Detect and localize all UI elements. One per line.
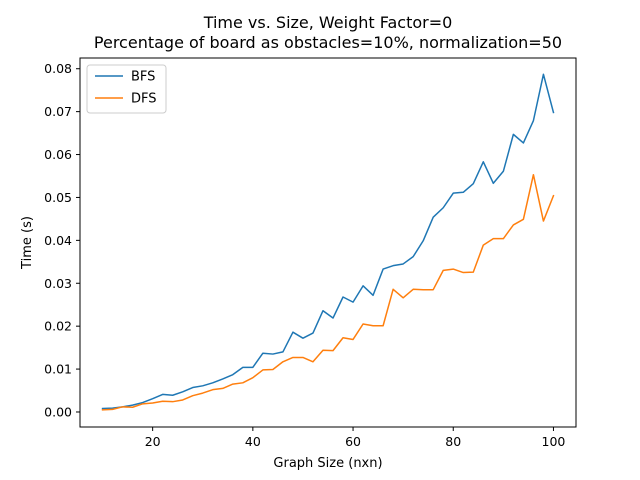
plot-frame	[79, 57, 577, 428]
x-tick-label: 80	[445, 434, 461, 449]
x-axis-ticks: 20 40 60 80 100	[145, 427, 566, 449]
y-tick-label: 0.01	[44, 362, 72, 377]
legend-label-dfs: DFS	[131, 92, 157, 107]
y-tick-label: 0.02	[44, 319, 72, 334]
x-tick-label: 60	[345, 434, 361, 449]
x-axis-label: Graph Size (nxn)	[273, 456, 382, 471]
y-tick-label: 0.03	[44, 276, 72, 291]
y-tick-label: 0.07	[44, 104, 72, 119]
series-line-dfs	[101, 173, 555, 411]
y-tick-label: 0.04	[44, 233, 72, 248]
chart-title: Time vs. Size, Weight Factor=0	[203, 13, 453, 32]
y-tick-label: 0.00	[44, 404, 72, 419]
y-tick-label: 0.05	[44, 190, 72, 205]
y-axis-label: Time (s)	[20, 216, 35, 270]
chart-subtitle: Percentage of board as obstacles=10%, no…	[94, 33, 562, 52]
series-layer	[101, 73, 555, 411]
legend-box	[86, 64, 167, 114]
legend-label-bfs: BFS	[131, 70, 155, 85]
x-tick-label: 100	[542, 434, 566, 449]
y-axis-ticks: 0.00 0.01 0.02 0.03 0.04 0.05 0.06 0.07 0.08	[44, 61, 80, 419]
x-tick-label: 40	[245, 434, 261, 449]
y-tick-label: 0.06	[44, 147, 72, 162]
y-tick-label: 0.08	[44, 61, 72, 76]
plot-area	[80, 58, 576, 427]
legend: BFS DFS	[86, 64, 167, 114]
x-tick-label: 20	[145, 434, 161, 449]
series-line-bfs	[101, 73, 555, 410]
